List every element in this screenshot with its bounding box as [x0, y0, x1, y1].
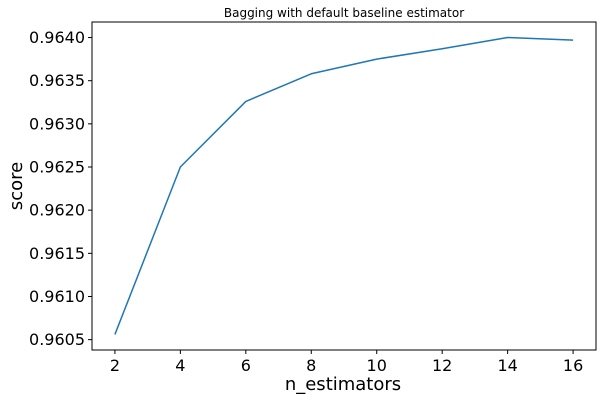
x-tick-label: 8	[306, 356, 316, 375]
x-axis: 2 4 6 8 10 12 14 16	[110, 350, 583, 375]
y-tick-label: 0.9620	[29, 201, 85, 220]
x-tick-label: 2	[110, 356, 120, 375]
y-axis: 0.9605 0.9610 0.9615 0.9620 0.9625 0.9630 0.96…	[29, 28, 92, 349]
x-tick-label: 16	[563, 356, 583, 375]
plot-area-frame	[91, 21, 597, 351]
y-tick-label: 0.9625	[29, 158, 85, 177]
y-tick-label: 0.9615	[29, 244, 85, 263]
data-point	[180, 166, 182, 168]
y-tick-label: 0.9630	[29, 114, 85, 133]
y-tick-label: 0.9610	[29, 287, 85, 306]
data-point	[310, 73, 312, 75]
data-point	[507, 37, 509, 39]
y-tick-label: 0.9635	[29, 71, 85, 90]
x-tick-label: 12	[432, 356, 452, 375]
data-point	[245, 101, 247, 103]
y-axis-label: score	[6, 162, 27, 210]
x-axis-label: n_estimators	[285, 374, 401, 395]
x-tick-label: 4	[175, 356, 185, 375]
y-tick-label: 0.9605	[29, 330, 85, 349]
x-tick-label: 6	[241, 356, 251, 375]
series-layer	[114, 36, 574, 336]
data-point	[376, 58, 378, 60]
x-tick-label: 10	[367, 356, 387, 375]
data-point	[114, 334, 116, 336]
y-tick-label: 0.9640	[29, 28, 85, 47]
x-tick-label: 14	[497, 356, 517, 375]
data-point	[572, 39, 574, 41]
chart-title: Bagging with default baseline estimator	[224, 6, 464, 20]
data-point	[441, 48, 443, 50]
series-line	[114, 36, 574, 335]
